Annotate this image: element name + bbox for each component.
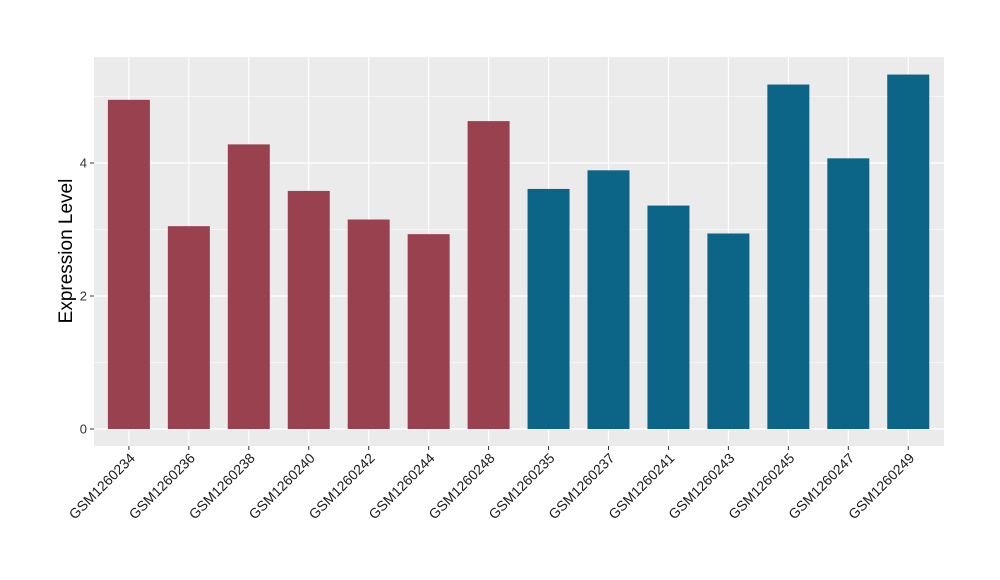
bar-GSM1260242 [347, 219, 390, 429]
bar-GSM1260247 [827, 158, 870, 429]
bar-GSM1260234 [107, 99, 150, 429]
bar-GSM1260249 [887, 74, 930, 430]
bar-GSM1260244 [407, 234, 450, 429]
y-tick-label: 4 [80, 156, 87, 171]
bar-GSM1260235 [527, 188, 570, 429]
y-tick-label: 2 [80, 289, 87, 304]
y-tick-label: 0 [80, 422, 87, 437]
y-axis-label: Expression Level [56, 179, 77, 324]
bar-GSM1260241 [647, 205, 690, 429]
bar-GSM1260245 [767, 84, 810, 429]
bar-GSM1260236 [167, 226, 210, 429]
bar-GSM1260248 [467, 121, 510, 429]
bar-GSM1260240 [287, 190, 330, 429]
bar-GSM1260243 [707, 233, 750, 429]
y-axis: 0 2 4 [80, 156, 94, 437]
bars [107, 74, 930, 430]
x-axis: GSM1260234GSM1260236GSM1260238GSM1260240… [66, 446, 918, 522]
bar-GSM1260238 [227, 144, 270, 429]
bar-GSM1260237 [587, 170, 630, 429]
plot-panel [94, 57, 944, 446]
